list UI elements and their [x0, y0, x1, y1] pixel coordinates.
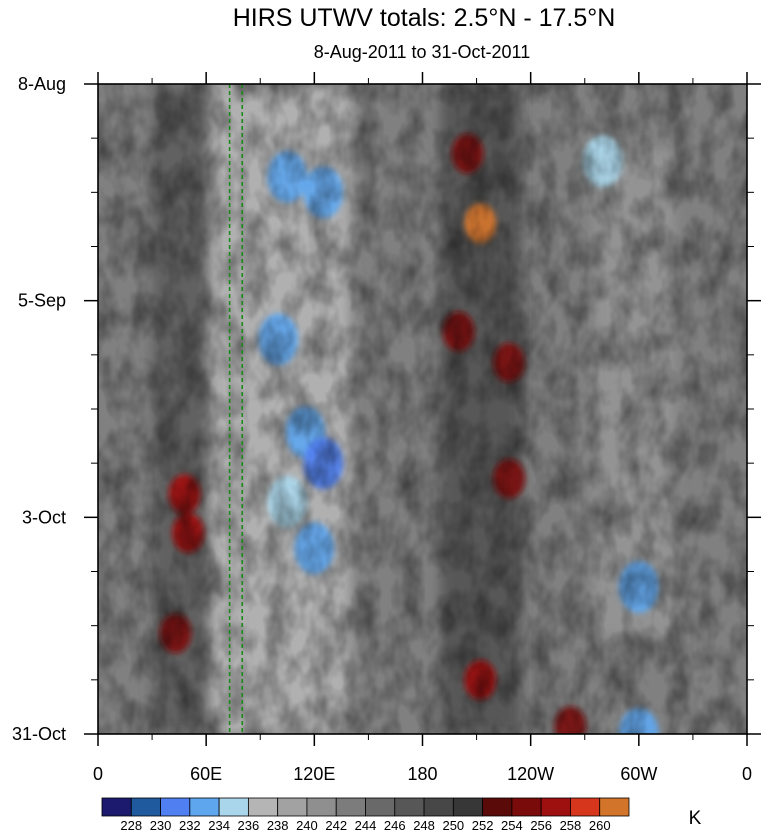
colorbar-swatch	[189, 797, 220, 817]
colorbar-label: 252	[472, 818, 494, 833]
y-tick-label: 5-Sep	[18, 291, 66, 311]
reference-lines	[228, 84, 244, 734]
y-tick-label: 3-Oct	[22, 507, 66, 527]
colorbar-swatch	[218, 797, 249, 817]
x-tick-label: 60W	[620, 764, 657, 784]
x-tick-label: 120E	[293, 764, 335, 784]
x-axis: 0 60E 120E 180 120W 60W 0	[93, 72, 752, 784]
colorbar-swatch	[160, 797, 191, 817]
colorbar-swatch	[394, 797, 425, 817]
y-tick-label: 8-Aug	[18, 74, 66, 94]
y-tick-label: 31-Oct	[12, 724, 66, 744]
colorbar-swatch	[335, 797, 366, 817]
x-tick-label: 180	[407, 764, 437, 784]
colorbar-label: 234	[208, 818, 230, 833]
colorbar-swatch	[540, 797, 571, 817]
colorbar-label: 246	[384, 818, 406, 833]
colorbar-label: 250	[442, 818, 464, 833]
plot-area	[98, 84, 747, 734]
colorbar-label: 230	[150, 818, 172, 833]
colorbar-swatch	[570, 797, 601, 817]
colorbar-swatch	[365, 797, 396, 817]
colorbar-swatch	[423, 797, 454, 817]
colorbar-label: 254	[501, 818, 523, 833]
chart-title: HIRS UTWV totals: 2.5°N - 17.5°N	[233, 4, 616, 32]
colorbar-swatch	[306, 797, 337, 817]
colorbar-swatch	[482, 797, 513, 817]
colorbar-label: 236	[238, 818, 260, 833]
colorbar-swatch	[511, 797, 542, 817]
chart-subtitle: 8-Aug-2011 to 31-Oct-2011	[314, 42, 530, 62]
colorbar-label: 238	[267, 818, 289, 833]
colorbar-label: 256	[530, 818, 552, 833]
colorbar-swatch	[247, 797, 279, 817]
colorbar-unit: K	[689, 808, 702, 829]
colorbar-label: 228	[120, 818, 142, 833]
colorbar-label: 258	[560, 818, 582, 833]
colorbar-swatch	[277, 797, 308, 817]
x-tick-label: 60E	[190, 764, 222, 784]
colorbar-label: 248	[413, 818, 435, 833]
x-tick-label: 120W	[507, 764, 554, 784]
colorbar-label: 232	[179, 818, 201, 833]
x-tick-label: 0	[742, 764, 752, 784]
colorbar-swatch	[101, 797, 132, 817]
colorbar-label: 240	[296, 818, 318, 833]
colorbar-swatch	[452, 797, 484, 817]
colorbar: 228 230 232 234 236 238 240 242 244 246 248 250 252 2…	[101, 797, 630, 833]
colorbar-swatch	[130, 797, 161, 817]
colorbar-label: 260	[589, 818, 611, 833]
colorbar-label: 242	[325, 818, 347, 833]
x-tick-label: 0	[93, 764, 103, 784]
colorbar-label: 244	[355, 818, 377, 833]
field-texture-light	[98, 84, 747, 734]
y-axis: 8-Aug 5-Sep 3-Oct 31-Oct	[12, 74, 761, 744]
colorbar-swatch	[599, 797, 630, 817]
